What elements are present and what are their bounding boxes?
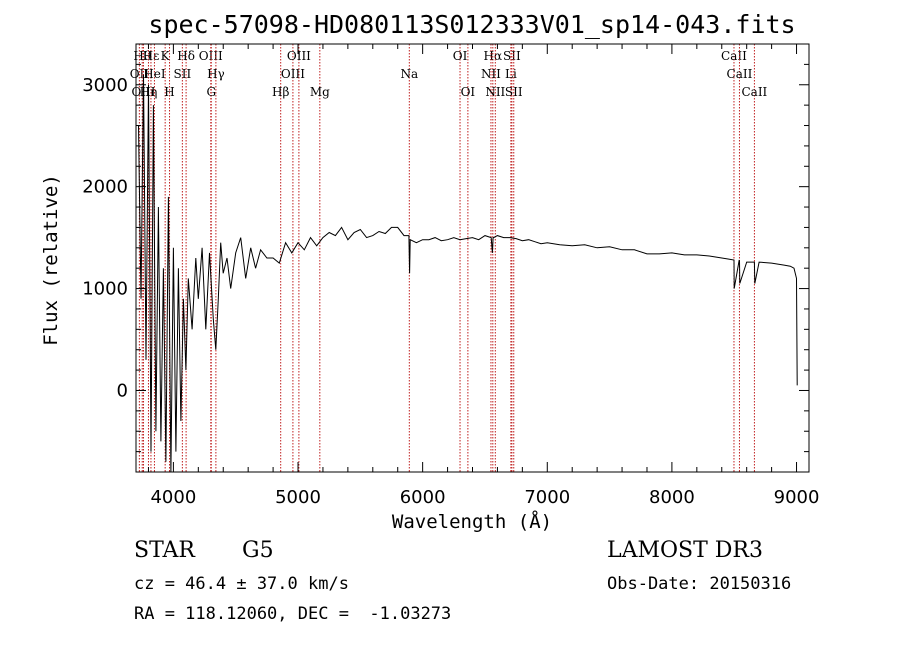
line-markers: OIIHθOIIIHηHεHeIKSIIHHδOIIIHγGHβOIIIOIII… xyxy=(130,44,768,472)
line-marker-label: Hθ xyxy=(133,49,151,63)
object-subclass: G5 xyxy=(242,538,274,563)
line-marker-label: OIII xyxy=(281,67,305,81)
line-marker-label: CaII xyxy=(721,49,747,63)
line-marker-label: SII xyxy=(174,67,192,81)
line-marker-label: HeI xyxy=(143,67,166,81)
line-marker-label: H xyxy=(164,85,174,99)
line-marker-label: Hδ xyxy=(177,49,195,63)
line-marker-label: OII xyxy=(130,67,150,81)
x-tick-label: 8000 xyxy=(649,487,695,508)
line-marker-label: Hγ xyxy=(207,67,225,81)
plot-frame xyxy=(135,43,810,473)
y-tick-label: 3000 xyxy=(82,75,128,96)
line-marker-label: NII xyxy=(485,85,505,99)
line-marker-label: Mg xyxy=(310,85,330,99)
y-tick-label: 0 xyxy=(117,380,128,401)
x-tick-label: 9000 xyxy=(774,487,820,508)
line-marker-label: NII xyxy=(481,67,501,81)
x-tick-label: 7000 xyxy=(524,487,570,508)
line-marker-label: Hε xyxy=(143,49,160,63)
x-axis-label: Wavelength (Å) xyxy=(392,510,552,533)
survey-name: LAMOST DR3 xyxy=(607,538,763,563)
y-axis-label: Flux (relative) xyxy=(40,174,62,346)
line-marker-label: CaII xyxy=(741,85,767,99)
spectrum-line xyxy=(138,74,798,473)
x-tick-label: 5000 xyxy=(275,487,321,508)
line-marker-label: SII xyxy=(503,49,521,63)
y-tick-label: 2000 xyxy=(82,177,128,198)
line-marker-label: Hβ xyxy=(272,85,289,99)
redshift-text: cz = 46.4 ± 37.0 km/s xyxy=(134,574,349,594)
x-tick-label: 4000 xyxy=(150,487,196,508)
line-marker-label: Na xyxy=(400,67,418,81)
line-marker-label: SII xyxy=(505,85,523,99)
line-marker-label: CaII xyxy=(727,67,753,81)
obs-date: Obs-Date: 20150316 xyxy=(607,574,792,594)
line-marker-label: Hα xyxy=(484,49,503,63)
coordinates: RA = 118.12060, DEC = -1.03273 xyxy=(134,604,452,624)
line-marker-label: OI xyxy=(453,49,468,63)
x-tick-label: 6000 xyxy=(400,487,446,508)
line-marker-label: OIII xyxy=(287,49,311,63)
line-marker-label: Li xyxy=(505,67,517,81)
y-tick-label: 1000 xyxy=(82,279,128,300)
chart-title: spec-57098-HD080113S012333V01_sp14-043.f… xyxy=(148,10,795,39)
line-marker-label: K xyxy=(161,49,171,63)
line-marker-label: OI xyxy=(461,85,476,99)
line-marker-label: G xyxy=(206,85,216,99)
axis-ticks: 4000 5000 6000 7000 8000 9000 0 1000 2000 3000 xyxy=(82,43,820,508)
object-class: STAR xyxy=(134,538,195,563)
